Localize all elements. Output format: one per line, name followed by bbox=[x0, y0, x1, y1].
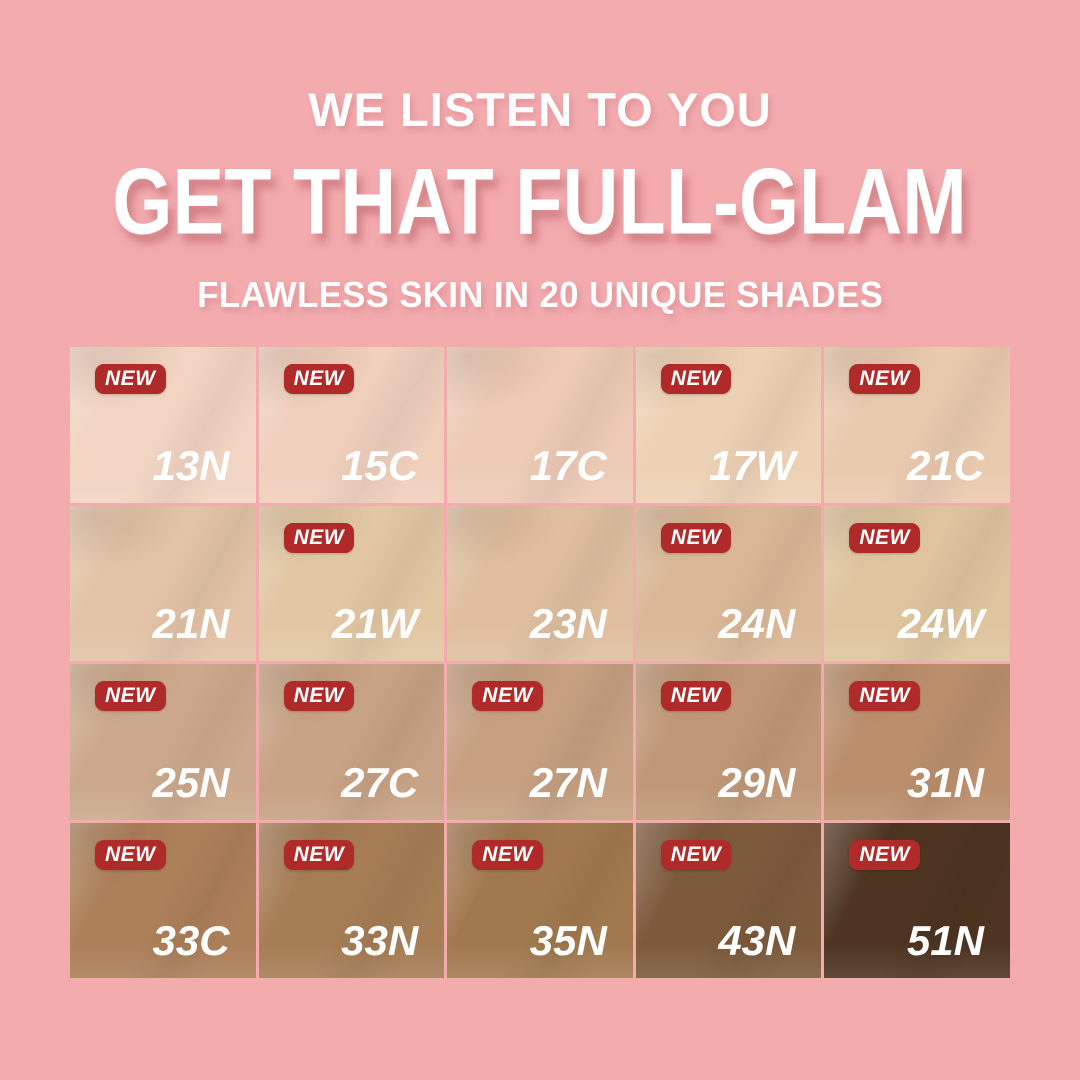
shade-swatch-33n: NEW 33N bbox=[258, 822, 445, 978]
shade-swatch-21n: 21N bbox=[70, 505, 256, 661]
shade-swatch-15c: NEW 15C bbox=[258, 347, 445, 503]
subtitle-text: FLAWLESS SKIN IN 20 UNIQUE SHADES bbox=[196, 274, 884, 315]
shade-swatch-27n: NEW 27N bbox=[447, 664, 633, 820]
shade-label: 35N bbox=[529, 917, 607, 964]
shade-grid: NEW 13N NEW 15C 17C NEW 17W NEW 21C 21N NEW 21W 23N N… bbox=[70, 347, 1010, 978]
new-badge: NEW bbox=[472, 839, 543, 870]
shade-label: 24W bbox=[897, 600, 984, 647]
new-badge: NEW bbox=[849, 522, 920, 553]
new-badge: NEW bbox=[849, 839, 920, 870]
shade-label: 15C bbox=[341, 441, 419, 489]
new-badge: NEW bbox=[472, 681, 543, 711]
new-badge: NEW bbox=[95, 364, 166, 394]
shade-label: 21N bbox=[152, 600, 230, 647]
shade-label: 27C bbox=[341, 758, 419, 806]
shade-label: 33C bbox=[152, 917, 230, 964]
shade-label: 33N bbox=[341, 917, 419, 964]
header: WE LISTEN TO YOU GET THAT FULL-GLAM FLAW… bbox=[0, 0, 1080, 313]
shade-label: 27N bbox=[529, 758, 607, 806]
shade-label: 13N bbox=[152, 441, 230, 489]
shade-label: 25N bbox=[152, 758, 230, 806]
kicker-text: WE LISTEN TO YOU bbox=[308, 83, 772, 136]
shade-label: 21C bbox=[906, 441, 984, 489]
shade-swatch-25n: NEW 25N bbox=[70, 664, 256, 820]
shade-label: 29N bbox=[718, 758, 796, 806]
shade-label: 51N bbox=[906, 917, 984, 964]
shade-swatch-27c: NEW 27C bbox=[258, 664, 445, 820]
new-badge: NEW bbox=[95, 681, 166, 711]
new-badge: NEW bbox=[660, 364, 732, 394]
shade-swatch-24w: NEW 24W bbox=[824, 505, 1010, 661]
new-badge: NEW bbox=[283, 839, 355, 870]
shade-swatch-17c: 17C bbox=[447, 347, 633, 503]
shade-label: 23N bbox=[529, 600, 607, 647]
new-badge: NEW bbox=[660, 681, 732, 711]
shade-label: 24N bbox=[718, 600, 796, 647]
shade-swatch-21w: NEW 21W bbox=[258, 505, 445, 661]
new-badge: NEW bbox=[660, 839, 732, 870]
shade-swatch-29n: NEW 29N bbox=[635, 664, 822, 820]
new-badge: NEW bbox=[95, 839, 166, 870]
shade-swatch-24n: NEW 24N bbox=[635, 505, 822, 661]
new-badge: NEW bbox=[849, 364, 920, 394]
shade-label: 17C bbox=[529, 441, 607, 489]
shade-label: 31N bbox=[906, 758, 984, 806]
shade-swatch-13n: NEW 13N bbox=[70, 347, 256, 503]
shade-swatch-33c: NEW 33C bbox=[70, 822, 256, 978]
shade-label: 17W bbox=[709, 441, 796, 489]
page-title: GET THAT FULL-GLAM bbox=[112, 148, 968, 254]
shade-swatch-23n: 23N bbox=[447, 505, 633, 661]
shade-swatch-17w: NEW 17W bbox=[635, 347, 822, 503]
shade-label: 21W bbox=[331, 600, 419, 647]
shade-swatch-35n: NEW 35N bbox=[447, 822, 633, 978]
new-badge: NEW bbox=[283, 364, 355, 394]
new-badge: NEW bbox=[660, 522, 732, 553]
shade-swatch-51n: NEW 51N bbox=[824, 822, 1010, 978]
shade-swatch-43n: NEW 43N bbox=[635, 822, 822, 978]
new-badge: NEW bbox=[849, 681, 920, 711]
shade-swatch-21c: NEW 21C bbox=[824, 347, 1010, 503]
shade-swatch-31n: NEW 31N bbox=[824, 664, 1010, 820]
new-badge: NEW bbox=[283, 681, 355, 711]
shade-label: 43N bbox=[718, 917, 796, 964]
new-badge: NEW bbox=[283, 522, 355, 553]
